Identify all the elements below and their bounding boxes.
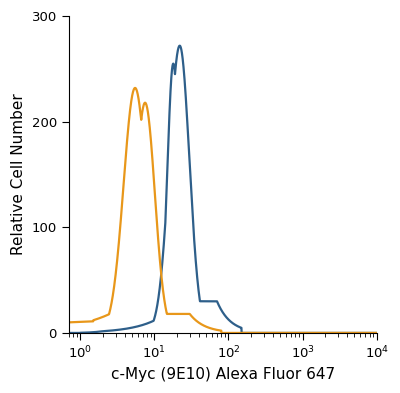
Y-axis label: Relative Cell Number: Relative Cell Number — [11, 94, 26, 255]
X-axis label: c-Myc (9E10) Alexa Fluor 647: c-Myc (9E10) Alexa Fluor 647 — [111, 367, 335, 382]
